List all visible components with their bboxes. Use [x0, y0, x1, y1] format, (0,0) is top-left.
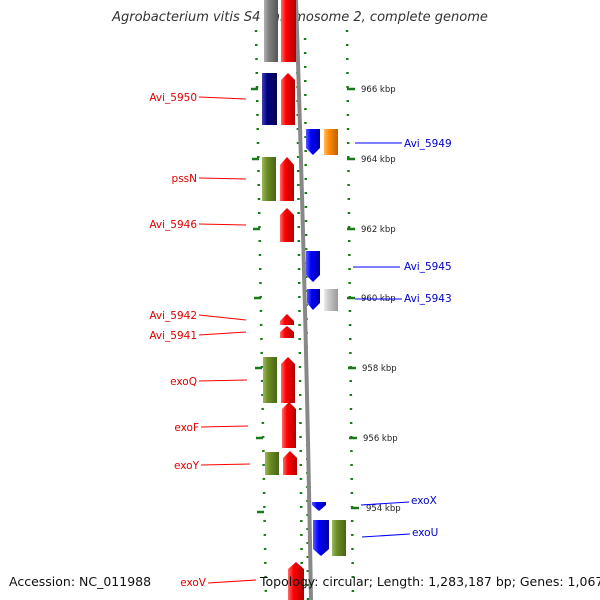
- gene-arrow-forward: [281, 73, 295, 125]
- gene-arrow-reverse: [306, 251, 320, 282]
- gene-label: Avi_5945: [404, 261, 452, 273]
- gene-label: Avi_5941: [149, 330, 197, 342]
- gene-block-green: [263, 357, 277, 403]
- gene-label: Avi_5943: [404, 293, 452, 305]
- gene-label: exoU: [412, 527, 438, 539]
- gene-arrow-reverse: [306, 129, 320, 155]
- scale-tick-label: 954 kbp: [366, 504, 401, 514]
- scale-tick-label: 964 kbp: [361, 155, 396, 165]
- chromosome-backbone: [294, 0, 313, 600]
- gene-block-lightgray: [324, 289, 338, 311]
- gene-label: Avi_5946: [149, 219, 197, 231]
- gene-block-gray: [264, 0, 278, 62]
- gene-label: exoF: [174, 422, 199, 434]
- left-gene-labels: Avi_5950 pssN Avi_5946 Avi_5942 Avi_5941…: [149, 92, 206, 589]
- gene-block-green: [332, 520, 346, 556]
- scale-tick-label: 956 kbp: [363, 434, 398, 444]
- right-label-leaders: [353, 142, 411, 538]
- gene-arrow-reverse: [313, 520, 329, 556]
- gene-label: exoX: [411, 495, 437, 507]
- gene-arrow-forward: [283, 451, 297, 475]
- gene-label: pssN: [172, 173, 197, 185]
- gene-label: exoQ: [170, 376, 197, 388]
- gene-arrow-forward: [282, 402, 296, 448]
- right-gene-labels: Avi_5949 Avi_5945 Avi_5943 exoX exoU: [404, 138, 452, 539]
- gene-label: Avi_5949: [404, 138, 452, 150]
- gene-arrow-forward: [280, 314, 294, 325]
- gene-label: exoV: [180, 577, 207, 589]
- gene-arrow-forward: [281, 357, 295, 403]
- gene-arrow-reverse: [312, 502, 326, 511]
- scale-tick-label: 962 kbp: [361, 225, 396, 235]
- gene-label: Avi_5950: [149, 92, 197, 104]
- accession-text: Accession: NC_011988: [9, 574, 152, 589]
- genome-summary-text: Topology: circular; Length: 1,283,187 bp…: [260, 574, 600, 589]
- outer-track-ticks: [251, 87, 264, 514]
- gene-arrow-reverse: [307, 289, 320, 310]
- gene-block-green: [262, 157, 276, 201]
- gene-arrow-forward: [280, 326, 294, 338]
- gene-label: Avi_5942: [149, 310, 197, 322]
- cog-track-left: [262, 0, 279, 475]
- scale-tick-label: 958 kbp: [362, 364, 397, 374]
- map-title: Agrobacterium vitis S4 chromosome 2, com…: [112, 10, 488, 25]
- cog-track-right: [324, 129, 346, 556]
- forward-strand-genes: [280, 0, 304, 600]
- gene-label: exoY: [174, 460, 200, 472]
- gene-block-green: [265, 452, 279, 475]
- gene-arrow-forward: [288, 562, 304, 600]
- gene-arrow-forward: [280, 208, 294, 242]
- gene-block-orange: [324, 129, 338, 155]
- gene-arrow-forward: [280, 157, 294, 201]
- gene-block-navy: [262, 73, 277, 125]
- gene-arrow-forward: [281, 0, 296, 62]
- left-label-leaders: [198, 96, 257, 584]
- track-outline-outer-right: [345, 29, 355, 600]
- scale-tick-label: 966 kbp: [361, 85, 396, 95]
- reverse-strand-genes: [306, 129, 329, 556]
